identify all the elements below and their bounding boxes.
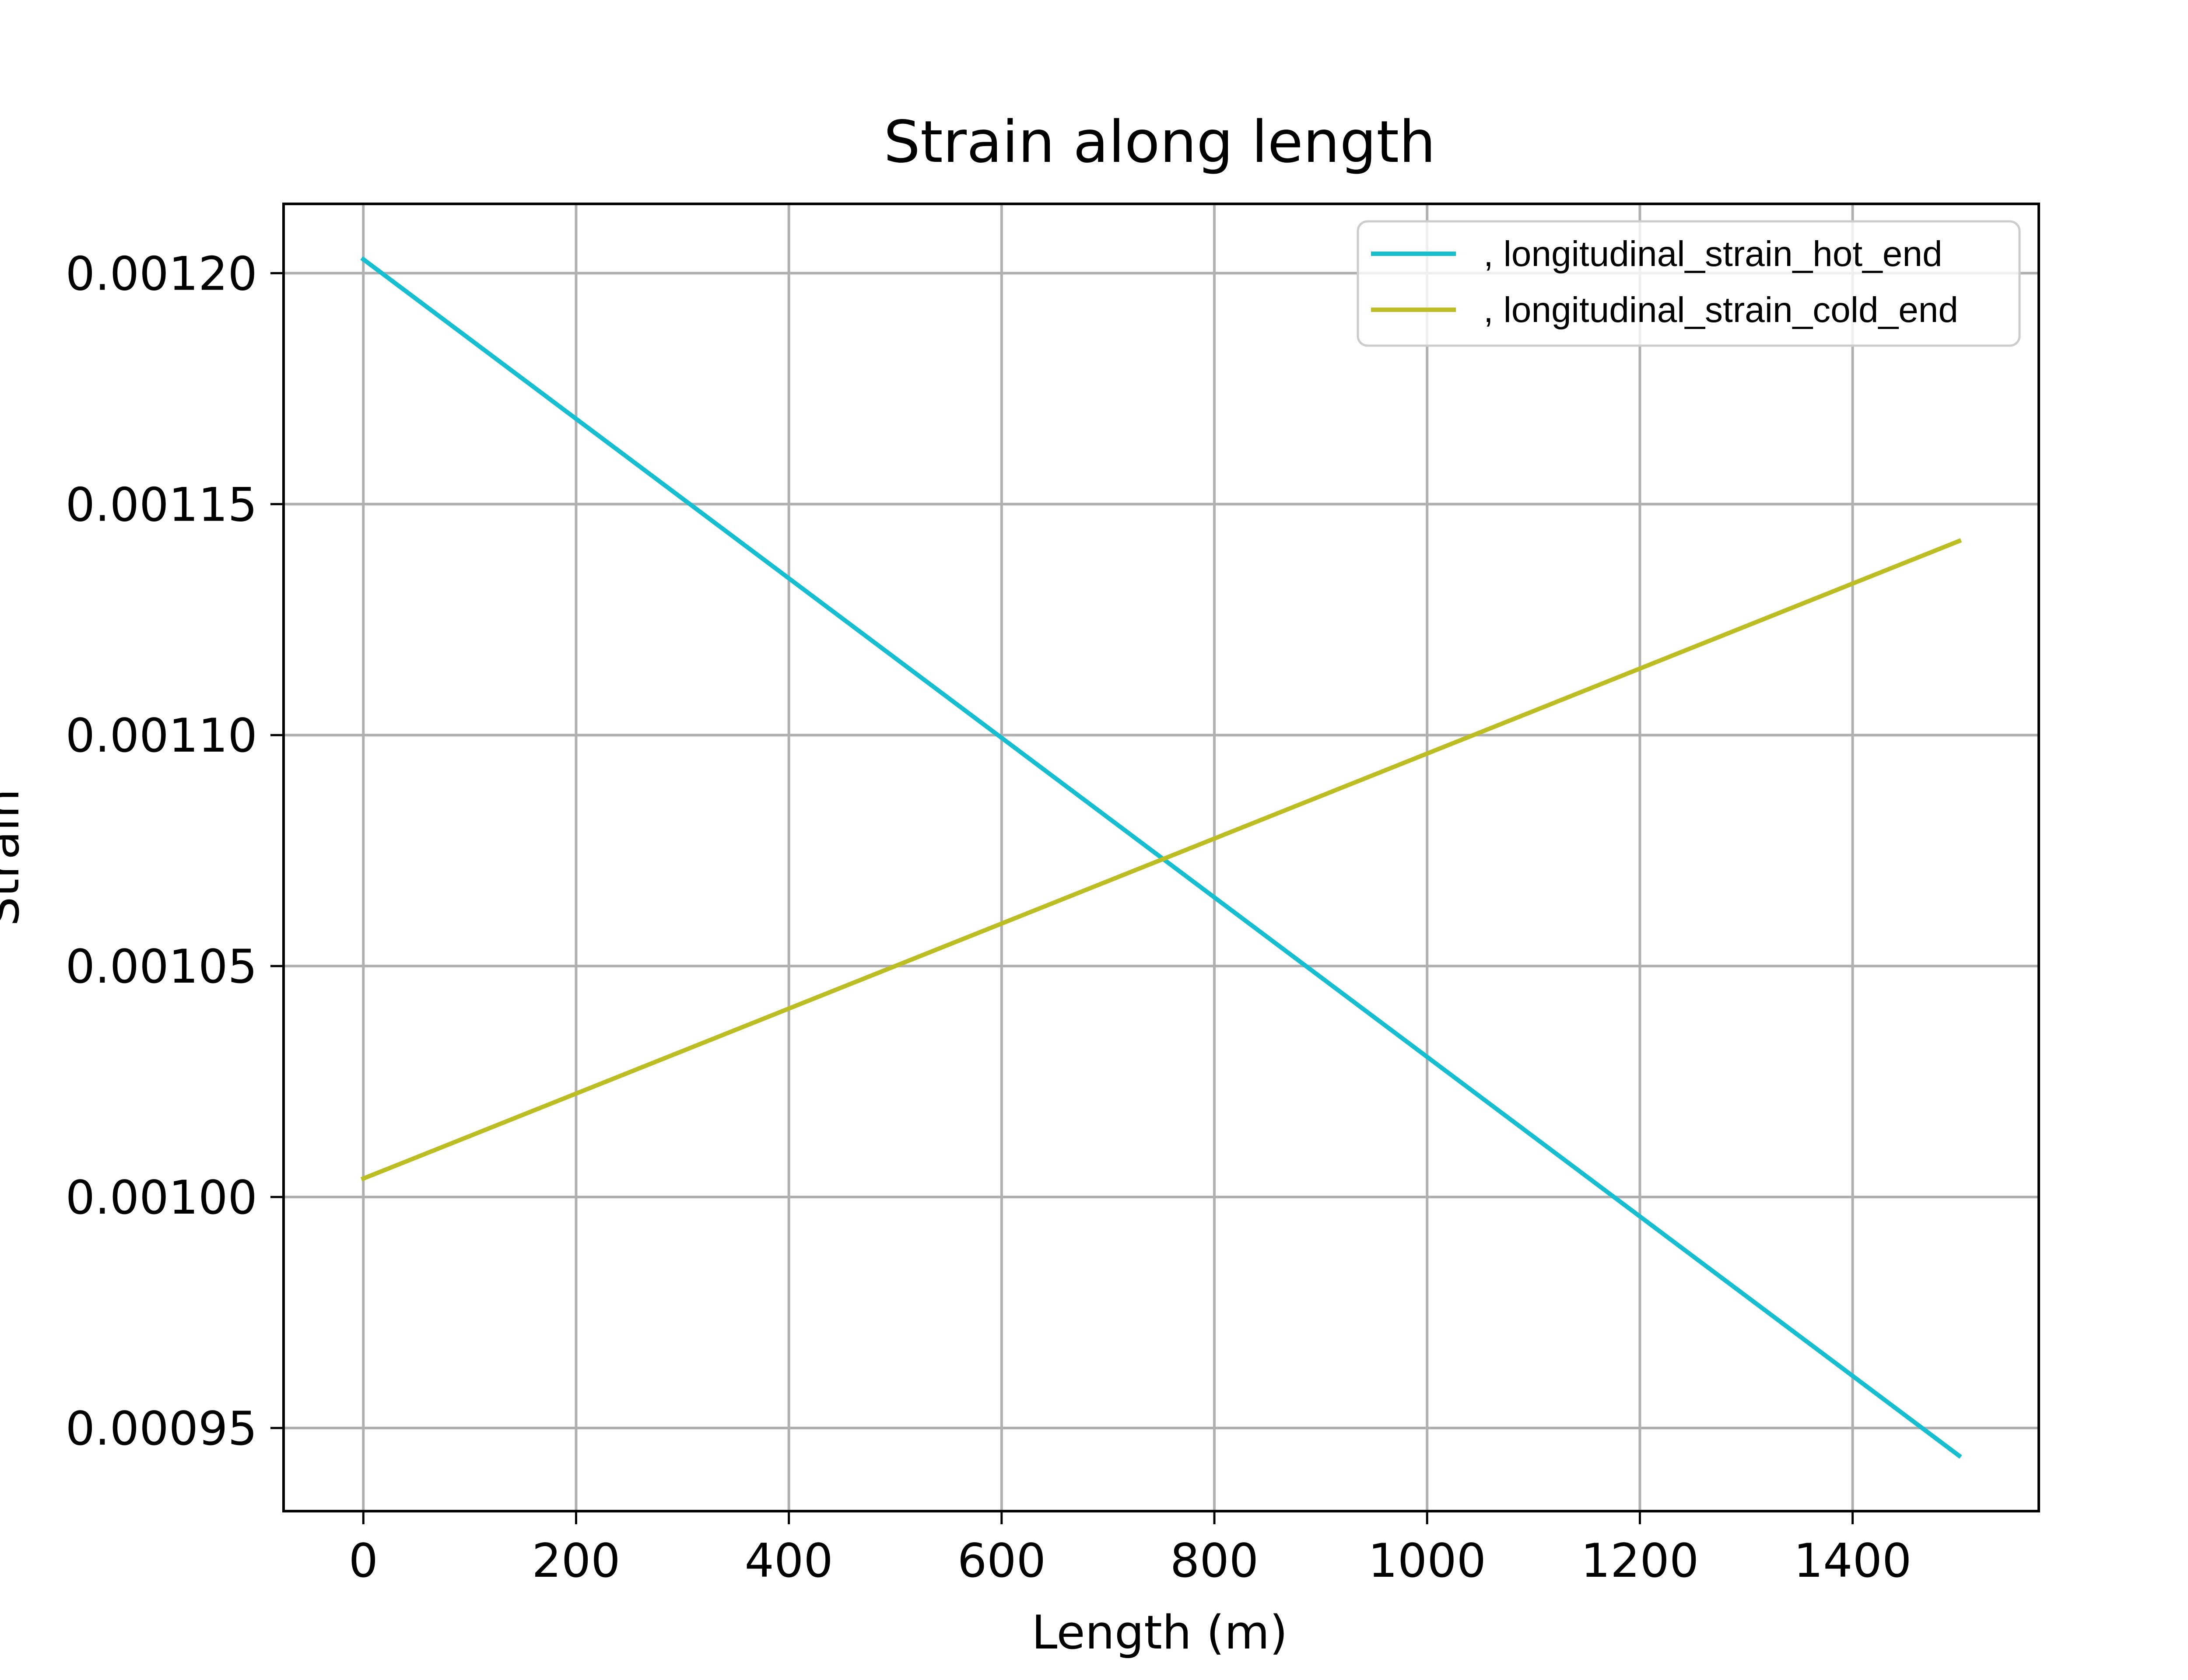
legend-label-cold-end: , longitudinal_strain_cold_end — [1483, 290, 1958, 330]
series-line-cold-end — [360, 538, 1962, 1182]
y-tick-label: 0.00100 — [66, 1171, 257, 1225]
y-tick-label: 0.00120 — [66, 247, 257, 301]
x-tick-label: 600 — [957, 1534, 1046, 1588]
y-tick-label: 0.00095 — [66, 1402, 257, 1456]
y-tick-label: 0.00110 — [66, 709, 257, 763]
x-tick-label: 800 — [1170, 1534, 1259, 1588]
x-tick-label: 1400 — [1794, 1534, 1912, 1588]
y-tick-label: 0.00105 — [66, 940, 257, 994]
x-tick-label: 0 — [349, 1534, 378, 1588]
y-axis-label: Strain — [0, 789, 29, 926]
x-axis-label: Length (m) — [1031, 1606, 1287, 1659]
x-tick-label: 1000 — [1368, 1534, 1486, 1588]
series-lines — [360, 256, 1962, 1459]
y-tick-label: 0.00115 — [66, 478, 257, 532]
y-axis-ticks: 0.00095 0.00100 0.00105 0.00110 0.00115 0.001… — [66, 247, 284, 1456]
x-tick-label: 200 — [532, 1534, 620, 1588]
x-tick-label: 400 — [745, 1534, 833, 1588]
legend-label-hot-end: , longitudinal_strain_hot_end — [1483, 234, 1943, 274]
plot-frame — [282, 203, 2040, 1512]
chart-title: Strain along length — [884, 108, 1435, 176]
x-axis-ticks: 0 200 400 600 800 1000 1200 1400 — [349, 1511, 1912, 1588]
x-tick-label: 1200 — [1581, 1534, 1699, 1588]
legend: , longitudinal_strain_hot_end , longitud… — [1357, 220, 2021, 347]
legend-box — [1357, 220, 2021, 347]
